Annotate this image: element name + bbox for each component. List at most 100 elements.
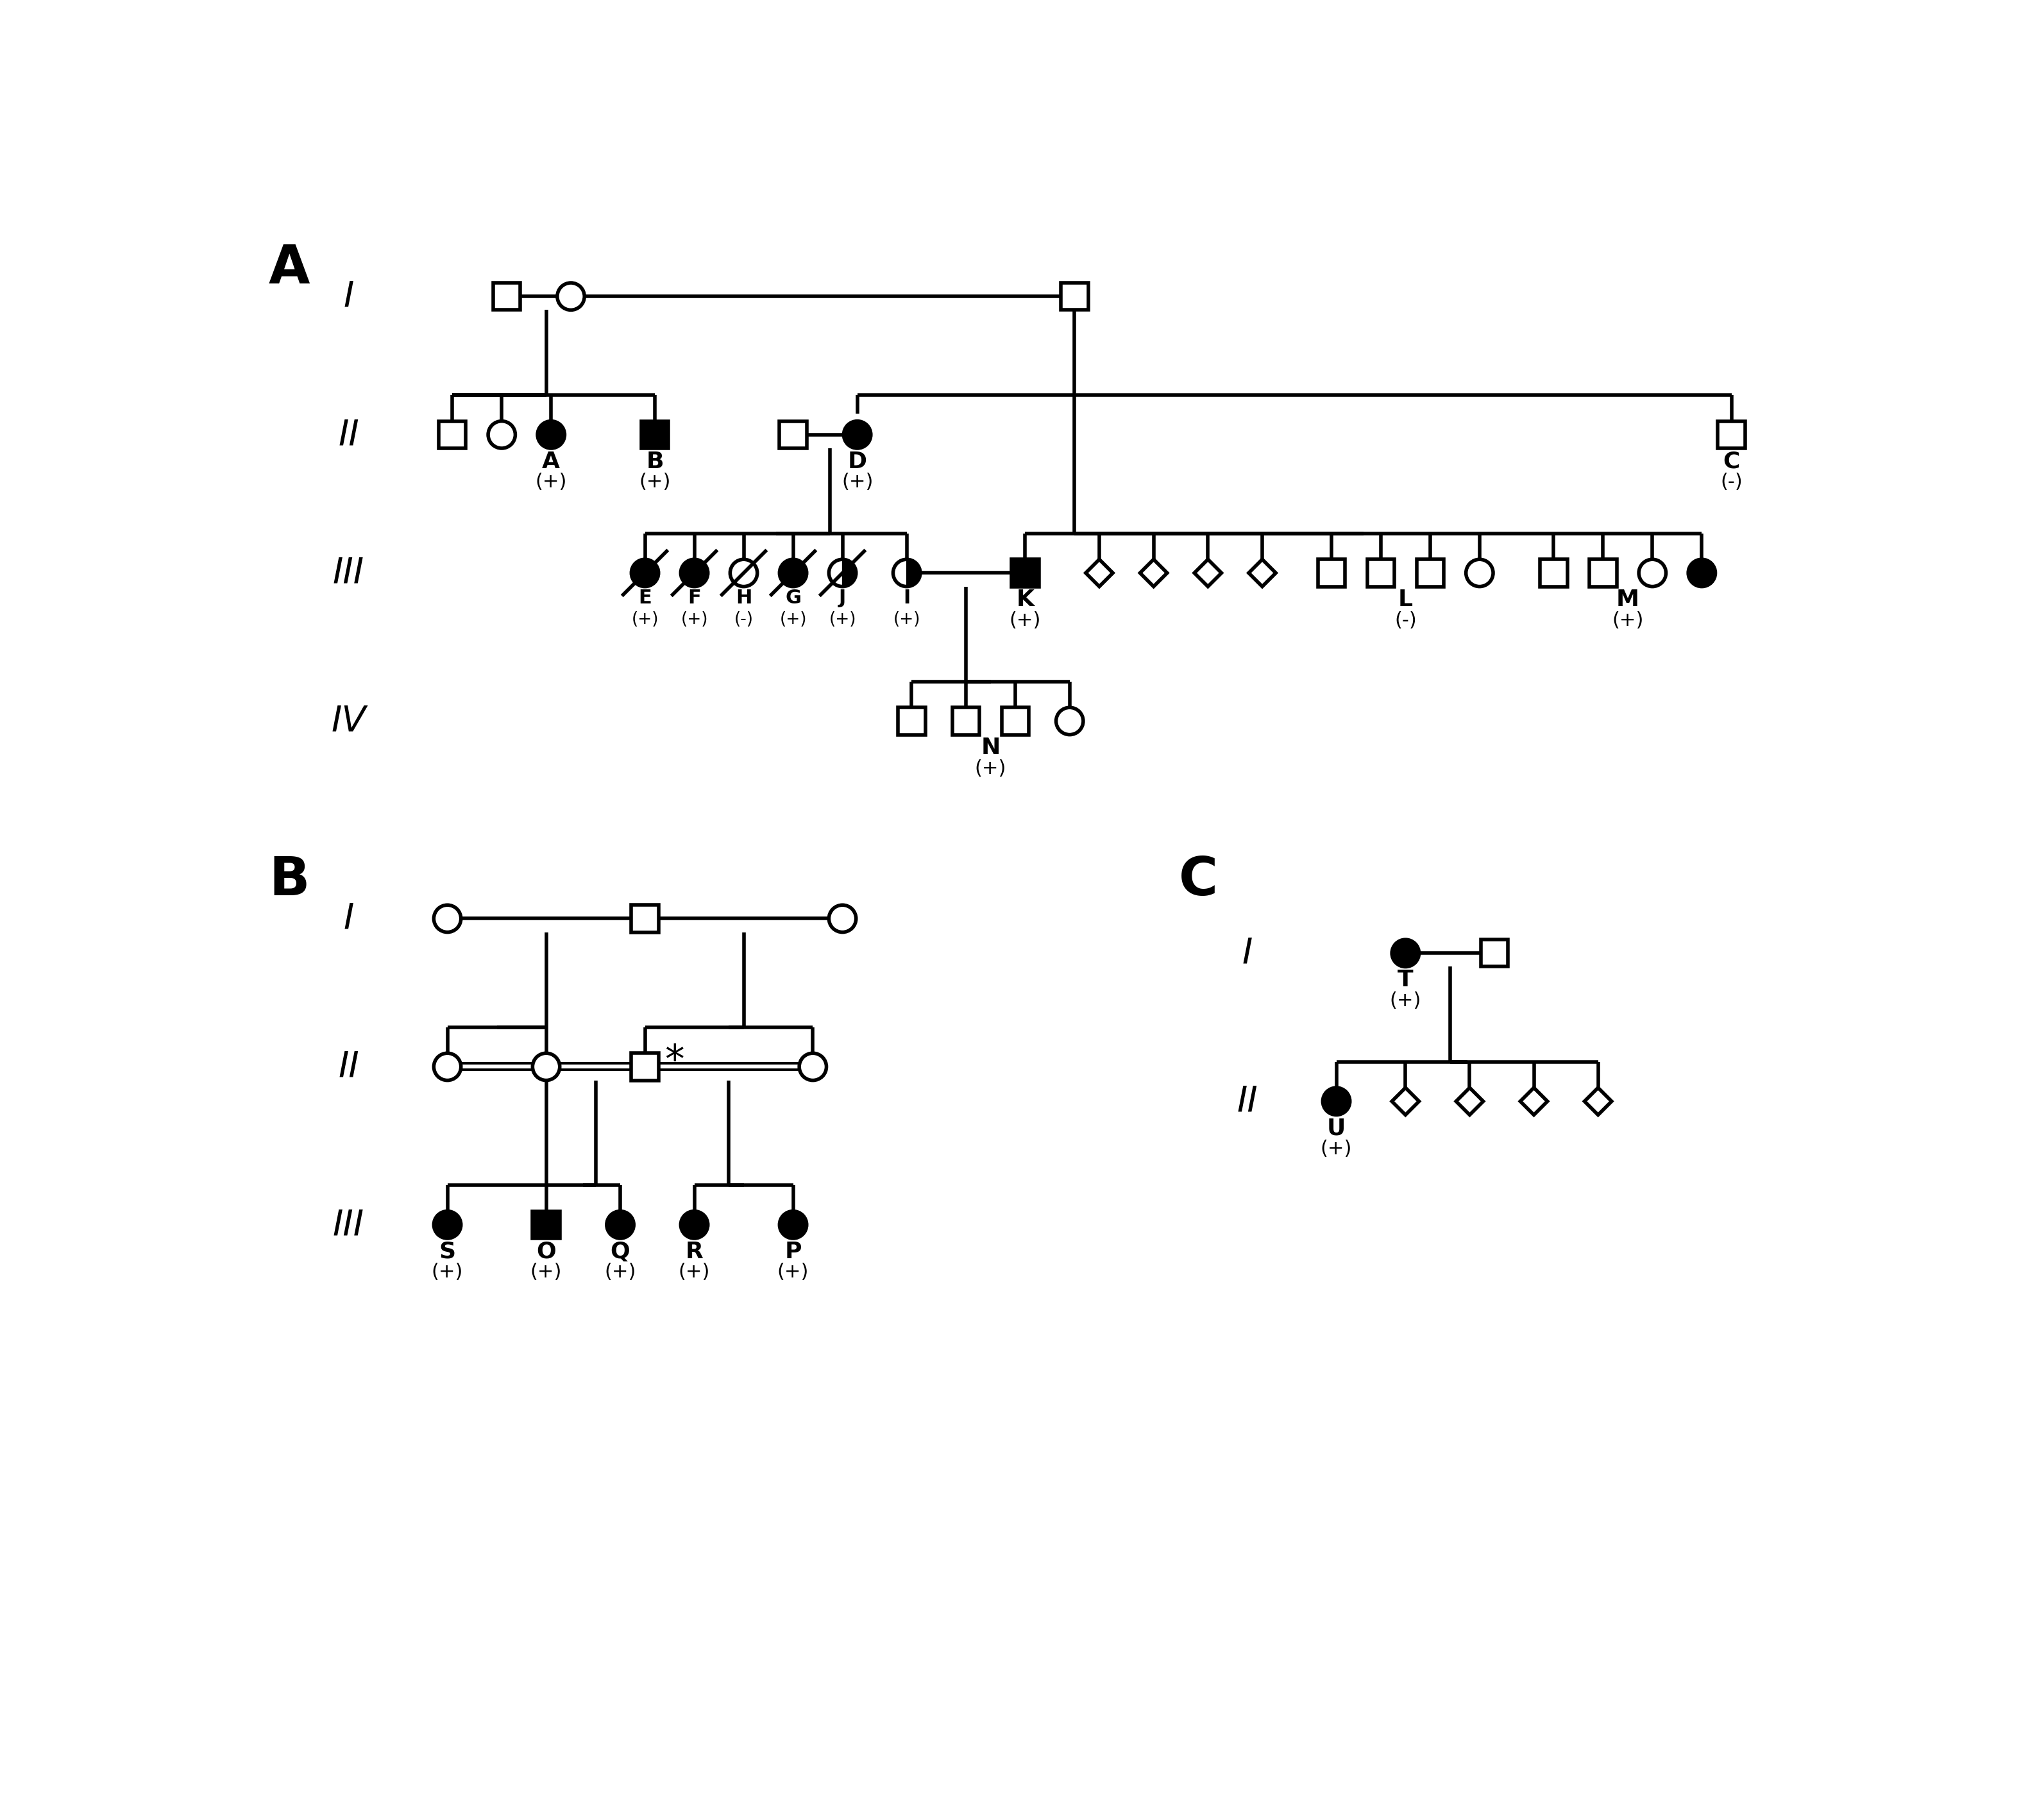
Text: A: A — [269, 242, 310, 295]
Text: K: K — [1016, 590, 1035, 612]
Text: (+): (+) — [530, 1263, 562, 1281]
Ellipse shape — [843, 420, 872, 448]
Ellipse shape — [1467, 559, 1493, 586]
Text: C: C — [1723, 451, 1740, 473]
Wedge shape — [906, 559, 921, 586]
Text: II: II — [338, 417, 359, 451]
Bar — [953, 708, 980, 735]
Text: (+): (+) — [432, 1263, 462, 1281]
Text: *: * — [664, 1043, 684, 1081]
Bar — [1481, 939, 1507, 966]
Bar — [898, 708, 925, 735]
Bar — [631, 905, 658, 932]
Text: (+): (+) — [605, 1263, 636, 1281]
Text: D: D — [847, 451, 868, 473]
Ellipse shape — [489, 420, 515, 448]
Ellipse shape — [434, 1210, 460, 1238]
Polygon shape — [1086, 559, 1112, 586]
Bar — [1717, 420, 1746, 448]
Polygon shape — [1585, 1088, 1611, 1116]
Ellipse shape — [1640, 559, 1666, 586]
Text: T: T — [1397, 970, 1414, 992]
Ellipse shape — [1689, 559, 1715, 586]
Bar — [631, 1054, 658, 1081]
Text: (-): (-) — [733, 612, 754, 628]
Text: J: J — [839, 590, 845, 608]
Text: (+): (+) — [1611, 612, 1644, 630]
Ellipse shape — [538, 420, 564, 448]
Bar — [780, 420, 807, 448]
Ellipse shape — [532, 1054, 560, 1081]
Text: III: III — [332, 1208, 365, 1241]
Text: (+): (+) — [536, 473, 566, 491]
Text: IV: IV — [332, 704, 367, 739]
Text: (+): (+) — [976, 759, 1006, 777]
Text: R: R — [684, 1241, 703, 1263]
Text: (-): (-) — [1721, 473, 1742, 491]
Polygon shape — [1141, 559, 1167, 586]
Text: F: F — [689, 590, 701, 608]
Text: Q: Q — [611, 1241, 629, 1263]
Text: (+): (+) — [1320, 1139, 1353, 1158]
Ellipse shape — [680, 559, 709, 586]
Polygon shape — [1391, 1088, 1420, 1116]
Text: H: H — [735, 590, 752, 608]
Ellipse shape — [680, 1210, 709, 1238]
Wedge shape — [843, 559, 856, 586]
Bar — [1002, 708, 1029, 735]
Ellipse shape — [829, 905, 856, 932]
Ellipse shape — [1391, 939, 1420, 966]
Text: (+): (+) — [631, 612, 658, 628]
Text: (+): (+) — [892, 612, 921, 628]
Text: I: I — [344, 280, 354, 313]
Text: (+): (+) — [680, 612, 709, 628]
Text: (+): (+) — [778, 1263, 809, 1281]
Text: G: G — [784, 590, 801, 608]
Bar — [642, 420, 668, 448]
Text: (-): (-) — [1393, 612, 1416, 630]
Bar — [1061, 282, 1088, 309]
Text: I: I — [902, 590, 911, 608]
Text: II: II — [338, 1050, 359, 1083]
Ellipse shape — [1055, 708, 1084, 735]
Polygon shape — [1456, 1088, 1483, 1116]
Text: E: E — [638, 590, 652, 608]
Text: M: M — [1615, 590, 1640, 612]
Ellipse shape — [607, 1210, 634, 1238]
Text: II: II — [1236, 1085, 1259, 1117]
Text: I: I — [344, 901, 354, 935]
Text: B: B — [646, 451, 664, 473]
Bar — [1416, 559, 1444, 586]
Ellipse shape — [631, 559, 658, 586]
Text: C: C — [1179, 854, 1218, 906]
Bar — [1318, 559, 1344, 586]
Text: U: U — [1326, 1117, 1346, 1139]
Text: (+): (+) — [678, 1263, 711, 1281]
Text: S: S — [440, 1241, 456, 1263]
Polygon shape — [1194, 559, 1222, 586]
Bar — [1367, 559, 1395, 586]
Ellipse shape — [434, 1054, 460, 1081]
Text: (+): (+) — [841, 473, 874, 491]
Bar — [532, 1210, 560, 1238]
Bar — [1012, 559, 1039, 586]
Text: (+): (+) — [1010, 612, 1041, 630]
Text: P: P — [784, 1241, 803, 1263]
Ellipse shape — [780, 1210, 807, 1238]
Text: O: O — [536, 1241, 556, 1263]
Text: III: III — [332, 555, 365, 590]
Text: L: L — [1397, 590, 1414, 612]
Polygon shape — [1249, 559, 1275, 586]
Polygon shape — [1520, 1088, 1548, 1116]
Text: (+): (+) — [829, 612, 856, 628]
Text: A: A — [542, 451, 560, 473]
Text: N: N — [982, 737, 1000, 759]
Ellipse shape — [1322, 1088, 1351, 1116]
Ellipse shape — [558, 282, 585, 309]
Ellipse shape — [829, 559, 856, 586]
Ellipse shape — [729, 559, 758, 586]
Bar — [493, 282, 519, 309]
Ellipse shape — [434, 905, 460, 932]
Text: (+): (+) — [1389, 992, 1422, 1010]
Text: (+): (+) — [640, 473, 670, 491]
